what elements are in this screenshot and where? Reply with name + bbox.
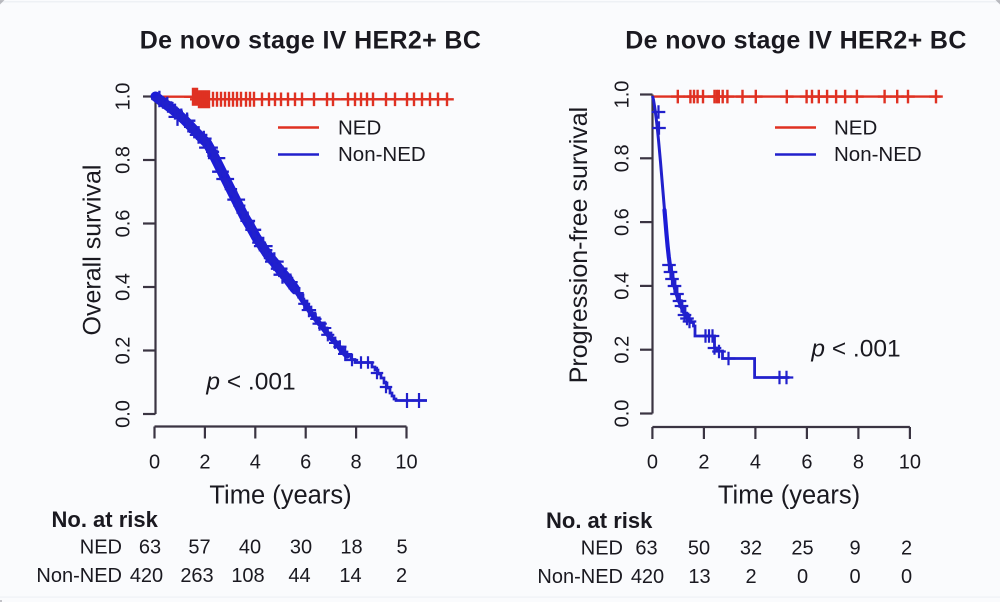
- svg-text:10: 10: [899, 452, 921, 474]
- svg-text:32: 32: [740, 538, 762, 560]
- svg-text:2: 2: [396, 565, 407, 587]
- svg-text:Overall survival: Overall survival: [79, 165, 107, 336]
- svg-text:13: 13: [688, 566, 710, 588]
- svg-text:8: 8: [853, 452, 864, 474]
- svg-text:Non-NED: Non-NED: [36, 565, 122, 587]
- svg-text:4: 4: [250, 452, 261, 474]
- svg-text:18: 18: [340, 537, 362, 559]
- svg-text:420: 420: [631, 566, 664, 588]
- svg-text:NED: NED: [338, 117, 381, 140]
- svg-text:Non-NED: Non-NED: [537, 566, 623, 588]
- svg-text:25: 25: [791, 538, 813, 560]
- svg-text:1.0: 1.0: [612, 81, 634, 109]
- svg-text:No. at risk: No. at risk: [546, 508, 653, 533]
- svg-text:No. at risk: No. at risk: [52, 507, 159, 532]
- svg-text:2: 2: [698, 452, 709, 474]
- svg-text:De novo stage IV HER2+ BC: De novo stage IV HER2+ BC: [625, 27, 966, 55]
- svg-text:6: 6: [801, 452, 812, 474]
- svg-text:0.4: 0.4: [612, 272, 634, 300]
- svg-text:p < .001: p < .001: [205, 369, 295, 396]
- svg-text:Non-NED: Non-NED: [834, 143, 922, 166]
- svg-text:5: 5: [396, 537, 407, 559]
- svg-text:50: 50: [688, 538, 710, 560]
- svg-text:Time (years): Time (years): [209, 482, 351, 510]
- svg-text:0: 0: [149, 452, 160, 474]
- svg-text:2: 2: [199, 452, 210, 474]
- svg-text:14: 14: [339, 565, 361, 587]
- svg-text:0.0: 0.0: [113, 400, 135, 428]
- svg-text:Progression-free survival: Progression-free survival: [565, 107, 593, 384]
- svg-text:8: 8: [351, 452, 362, 474]
- svg-text:0.2: 0.2: [612, 336, 634, 364]
- svg-text:p < .001: p < .001: [810, 336, 900, 363]
- svg-text:6: 6: [300, 452, 311, 474]
- svg-text:NED: NED: [80, 537, 122, 559]
- svg-text:108: 108: [231, 565, 264, 587]
- svg-text:0.8: 0.8: [113, 146, 135, 174]
- svg-text:1.0: 1.0: [113, 83, 135, 111]
- svg-text:30: 30: [290, 537, 312, 559]
- svg-text:420: 420: [130, 565, 163, 587]
- svg-text:Non-NED: Non-NED: [338, 143, 426, 166]
- svg-text:9: 9: [849, 538, 860, 560]
- svg-text:0.0: 0.0: [612, 400, 634, 428]
- svg-text:0.6: 0.6: [612, 208, 634, 236]
- svg-text:2: 2: [901, 538, 912, 560]
- svg-text:0.6: 0.6: [113, 210, 135, 238]
- svg-text:0: 0: [901, 566, 912, 588]
- svg-text:10: 10: [395, 452, 417, 474]
- svg-text:40: 40: [239, 537, 261, 559]
- svg-text:0.2: 0.2: [113, 337, 135, 365]
- svg-text:44: 44: [288, 565, 310, 587]
- svg-text:0: 0: [647, 452, 658, 474]
- svg-text:NED: NED: [581, 538, 623, 560]
- svg-text:57: 57: [188, 537, 210, 559]
- svg-text:De novo stage IV HER2+ BC: De novo stage IV HER2+ BC: [140, 27, 481, 55]
- svg-text:NED: NED: [834, 117, 877, 140]
- svg-text:2: 2: [745, 566, 756, 588]
- svg-text:4: 4: [750, 452, 761, 474]
- svg-text:63: 63: [139, 537, 161, 559]
- svg-text:0: 0: [849, 566, 860, 588]
- svg-text:63: 63: [635, 538, 657, 560]
- svg-text:Time (years): Time (years): [718, 482, 860, 510]
- svg-text:0.4: 0.4: [113, 273, 135, 301]
- svg-text:0: 0: [797, 566, 808, 588]
- svg-text:0.8: 0.8: [612, 144, 634, 172]
- svg-text:263: 263: [180, 565, 213, 587]
